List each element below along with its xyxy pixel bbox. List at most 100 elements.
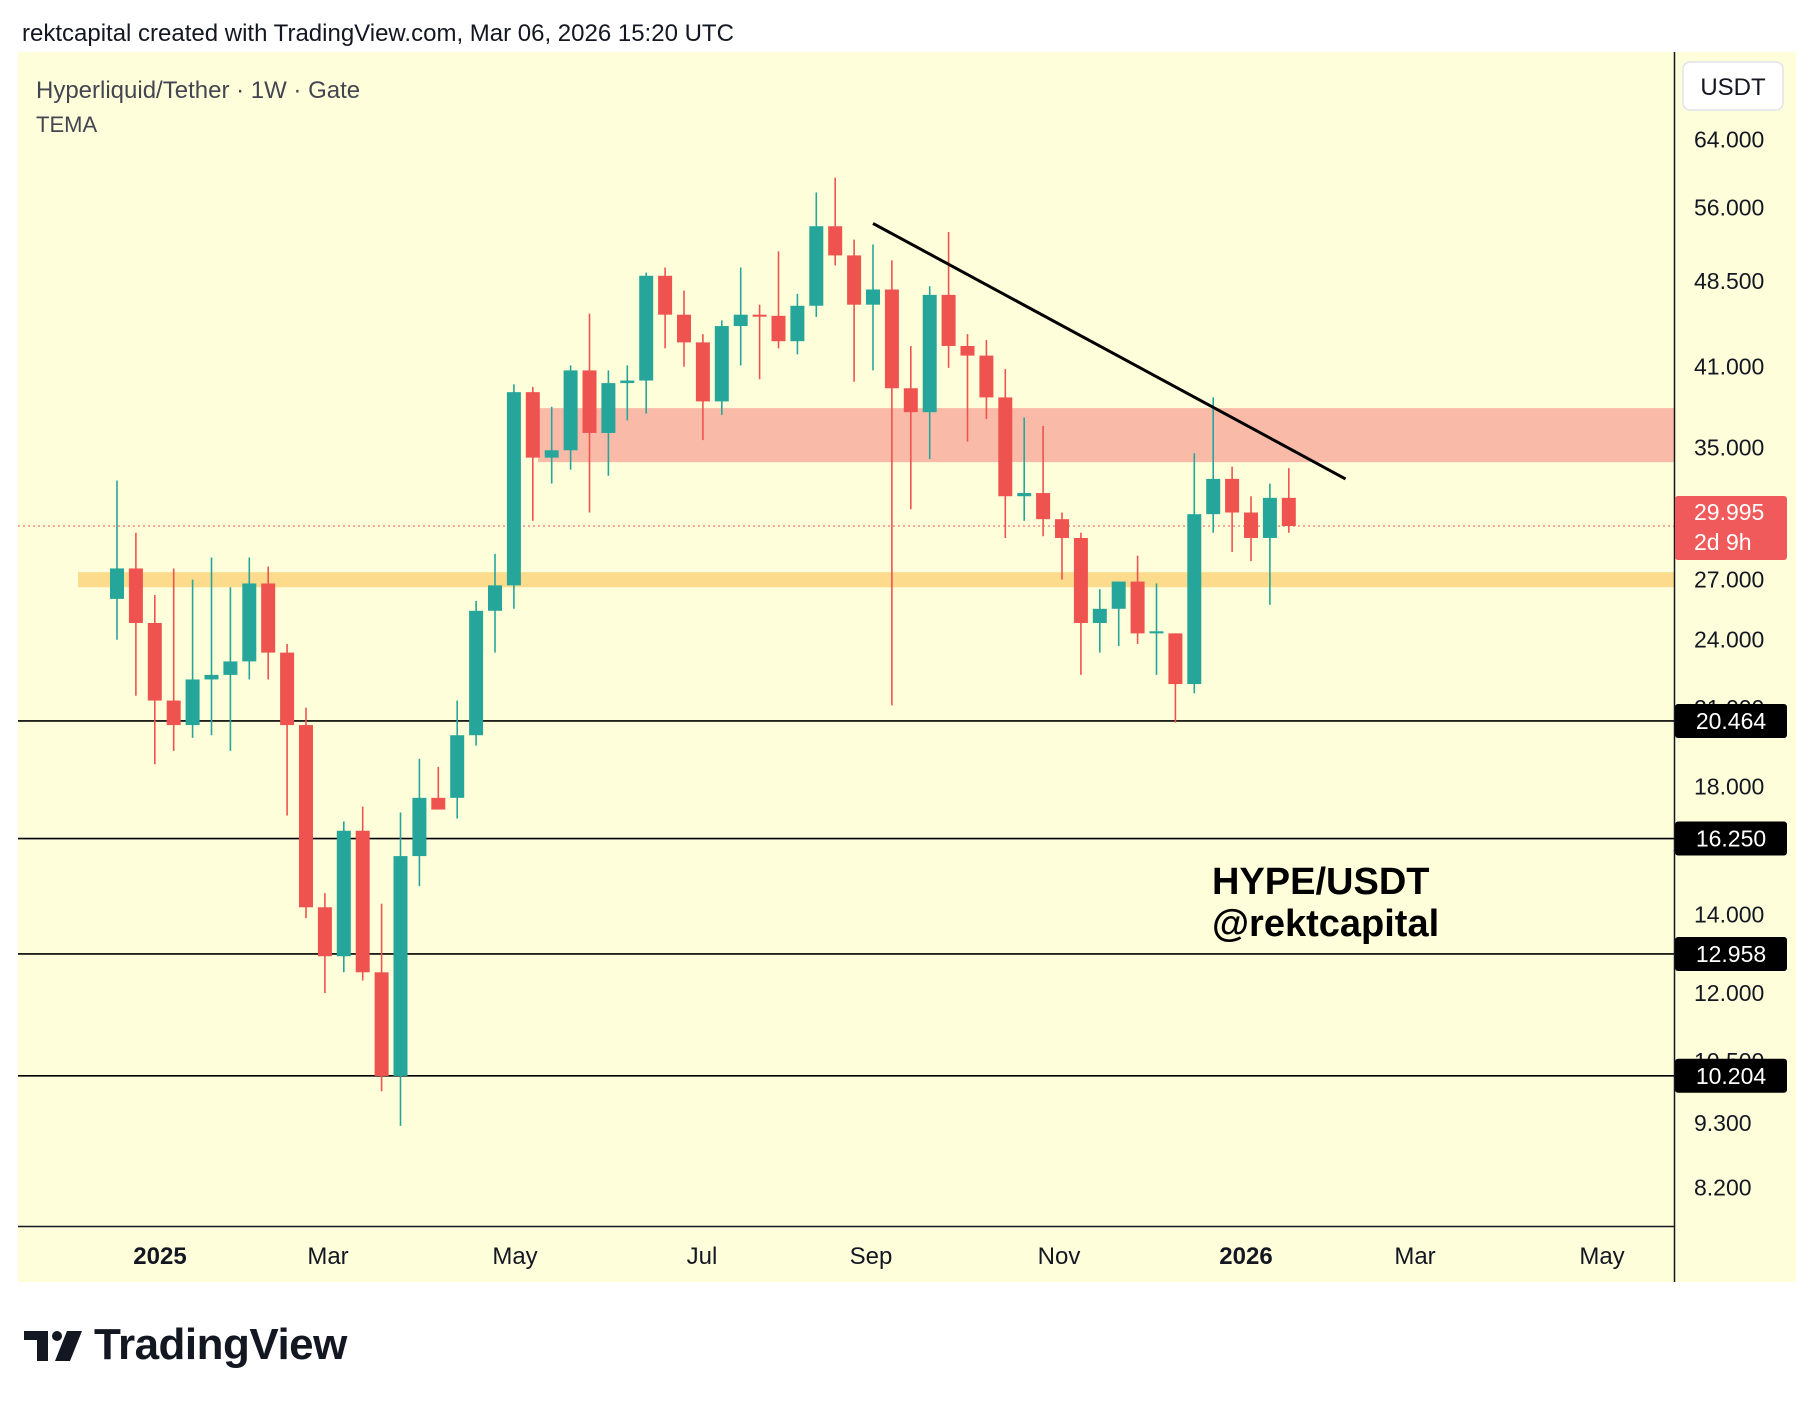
annotation-line1: HYPE/USDT xyxy=(1212,861,1429,903)
candle-41[interactable] xyxy=(884,260,899,706)
candle-body-50 xyxy=(1055,519,1069,538)
symbol-title: Hyperliquid/Tether · 1W · Gate xyxy=(36,77,360,104)
candle-9[interactable] xyxy=(280,643,295,816)
candle-body-36 xyxy=(790,305,805,342)
candle-42[interactable] xyxy=(903,345,918,510)
candle-59[interactable] xyxy=(1225,466,1240,553)
candle-40[interactable] xyxy=(866,244,880,371)
candle-22[interactable] xyxy=(525,386,540,521)
level-label-bg-2 xyxy=(1675,936,1787,971)
candle-4[interactable] xyxy=(185,579,200,738)
candle-34[interactable] xyxy=(752,304,767,380)
candle-3[interactable] xyxy=(166,568,181,751)
candle-15[interactable] xyxy=(393,812,408,1126)
candle-27[interactable] xyxy=(620,365,635,421)
candle-body-48 xyxy=(1017,493,1032,497)
candle-38[interactable] xyxy=(828,177,843,266)
time-axis[interactable]: 2025 Mar May Jul Sep Nov 2026 Mar May xyxy=(133,1243,1624,1270)
candle-21[interactable] xyxy=(506,384,521,609)
candle-26[interactable] xyxy=(601,370,616,476)
candle-18[interactable] xyxy=(450,700,465,819)
candle-23[interactable] xyxy=(544,406,559,484)
candle-48[interactable] xyxy=(1017,417,1032,521)
candle-5[interactable] xyxy=(204,557,219,736)
candle-body-18 xyxy=(450,735,465,798)
candle-body-53 xyxy=(1111,581,1126,609)
candle-37[interactable] xyxy=(809,192,824,317)
candle-45[interactable] xyxy=(960,334,975,442)
candle-35[interactable] xyxy=(771,251,786,349)
candle-43[interactable] xyxy=(922,286,937,460)
candle-36[interactable] xyxy=(790,293,805,355)
candle-body-34 xyxy=(752,314,767,317)
candle-body-17 xyxy=(431,797,446,810)
candle-33[interactable] xyxy=(733,267,748,366)
trendline[interactable] xyxy=(872,222,1347,481)
candle-61[interactable] xyxy=(1262,483,1277,605)
candle-47[interactable] xyxy=(998,369,1013,538)
level-label-1: 16.250 xyxy=(1696,826,1766,852)
y-tick-label-14: 8.200 xyxy=(1694,1174,1752,1200)
candle-12[interactable] xyxy=(336,821,351,973)
candle-body-9 xyxy=(280,652,295,726)
candle-50[interactable] xyxy=(1055,512,1069,580)
level-label-0: 20.464 xyxy=(1696,708,1767,734)
candle-body-43 xyxy=(922,294,937,413)
candle-0[interactable] xyxy=(110,480,124,640)
currency-button-label: USDT xyxy=(1700,74,1766,101)
candle-body-61 xyxy=(1262,497,1277,538)
candle-24[interactable] xyxy=(563,365,578,470)
candle-32[interactable] xyxy=(714,320,729,415)
candle-19[interactable] xyxy=(469,600,484,746)
candle-62[interactable] xyxy=(1281,468,1296,533)
candle-body-30 xyxy=(677,314,691,343)
level-label-2: 12.958 xyxy=(1696,941,1766,967)
candle-53[interactable] xyxy=(1111,581,1126,647)
candle-20[interactable] xyxy=(488,553,502,653)
candle-51[interactable] xyxy=(1073,532,1088,675)
candle-46[interactable] xyxy=(979,340,994,420)
candle-28[interactable] xyxy=(639,272,654,414)
candle-10[interactable] xyxy=(299,707,313,919)
tradingview-logo-icon xyxy=(24,1331,82,1361)
candle-58[interactable] xyxy=(1206,397,1221,533)
candle-14[interactable] xyxy=(374,903,389,1092)
candle-25[interactable] xyxy=(582,313,597,513)
candle-57[interactable] xyxy=(1187,453,1202,694)
candle-body-49 xyxy=(1036,493,1051,520)
candle-6[interactable] xyxy=(223,587,238,751)
candle-39[interactable] xyxy=(847,239,862,382)
candle-11[interactable] xyxy=(317,893,332,994)
candle-13[interactable] xyxy=(355,806,370,981)
candle-7[interactable] xyxy=(242,557,257,680)
candle-body-32 xyxy=(714,326,729,402)
y-tick-label-6: 27.000 xyxy=(1694,567,1764,593)
level-label-bg-1 xyxy=(1675,821,1787,856)
candle-49[interactable] xyxy=(1036,425,1051,537)
candle-31[interactable] xyxy=(695,334,710,441)
candle-8[interactable] xyxy=(261,566,276,680)
level-labels: 20.464 16.250 12.958 10.204 xyxy=(1675,703,1787,1093)
candle-body-20 xyxy=(488,585,502,611)
candle-16[interactable] xyxy=(412,758,427,887)
candle-60[interactable] xyxy=(1244,496,1258,562)
candle-30[interactable] xyxy=(677,290,691,367)
tradingview-logo[interactable]: TradingView xyxy=(24,1320,347,1370)
candle-1[interactable] xyxy=(128,532,143,696)
candle-44[interactable] xyxy=(941,231,956,368)
y-tick-label-7: 24.000 xyxy=(1694,627,1764,653)
currency-button[interactable]: USDT xyxy=(1682,61,1784,111)
candle-body-7 xyxy=(242,583,257,662)
y-tick-label-0: 64.000 xyxy=(1694,127,1764,153)
candle-17[interactable] xyxy=(431,766,446,810)
candle-body-23 xyxy=(544,450,559,458)
candle-56[interactable] xyxy=(1168,633,1183,723)
candle-body-42 xyxy=(903,388,918,413)
candle-2[interactable] xyxy=(147,594,162,765)
candle-29[interactable] xyxy=(658,267,673,349)
candle-body-21 xyxy=(506,392,521,586)
candle-52[interactable] xyxy=(1092,589,1107,653)
candle-54[interactable] xyxy=(1130,555,1145,644)
candle-55[interactable] xyxy=(1149,583,1164,675)
